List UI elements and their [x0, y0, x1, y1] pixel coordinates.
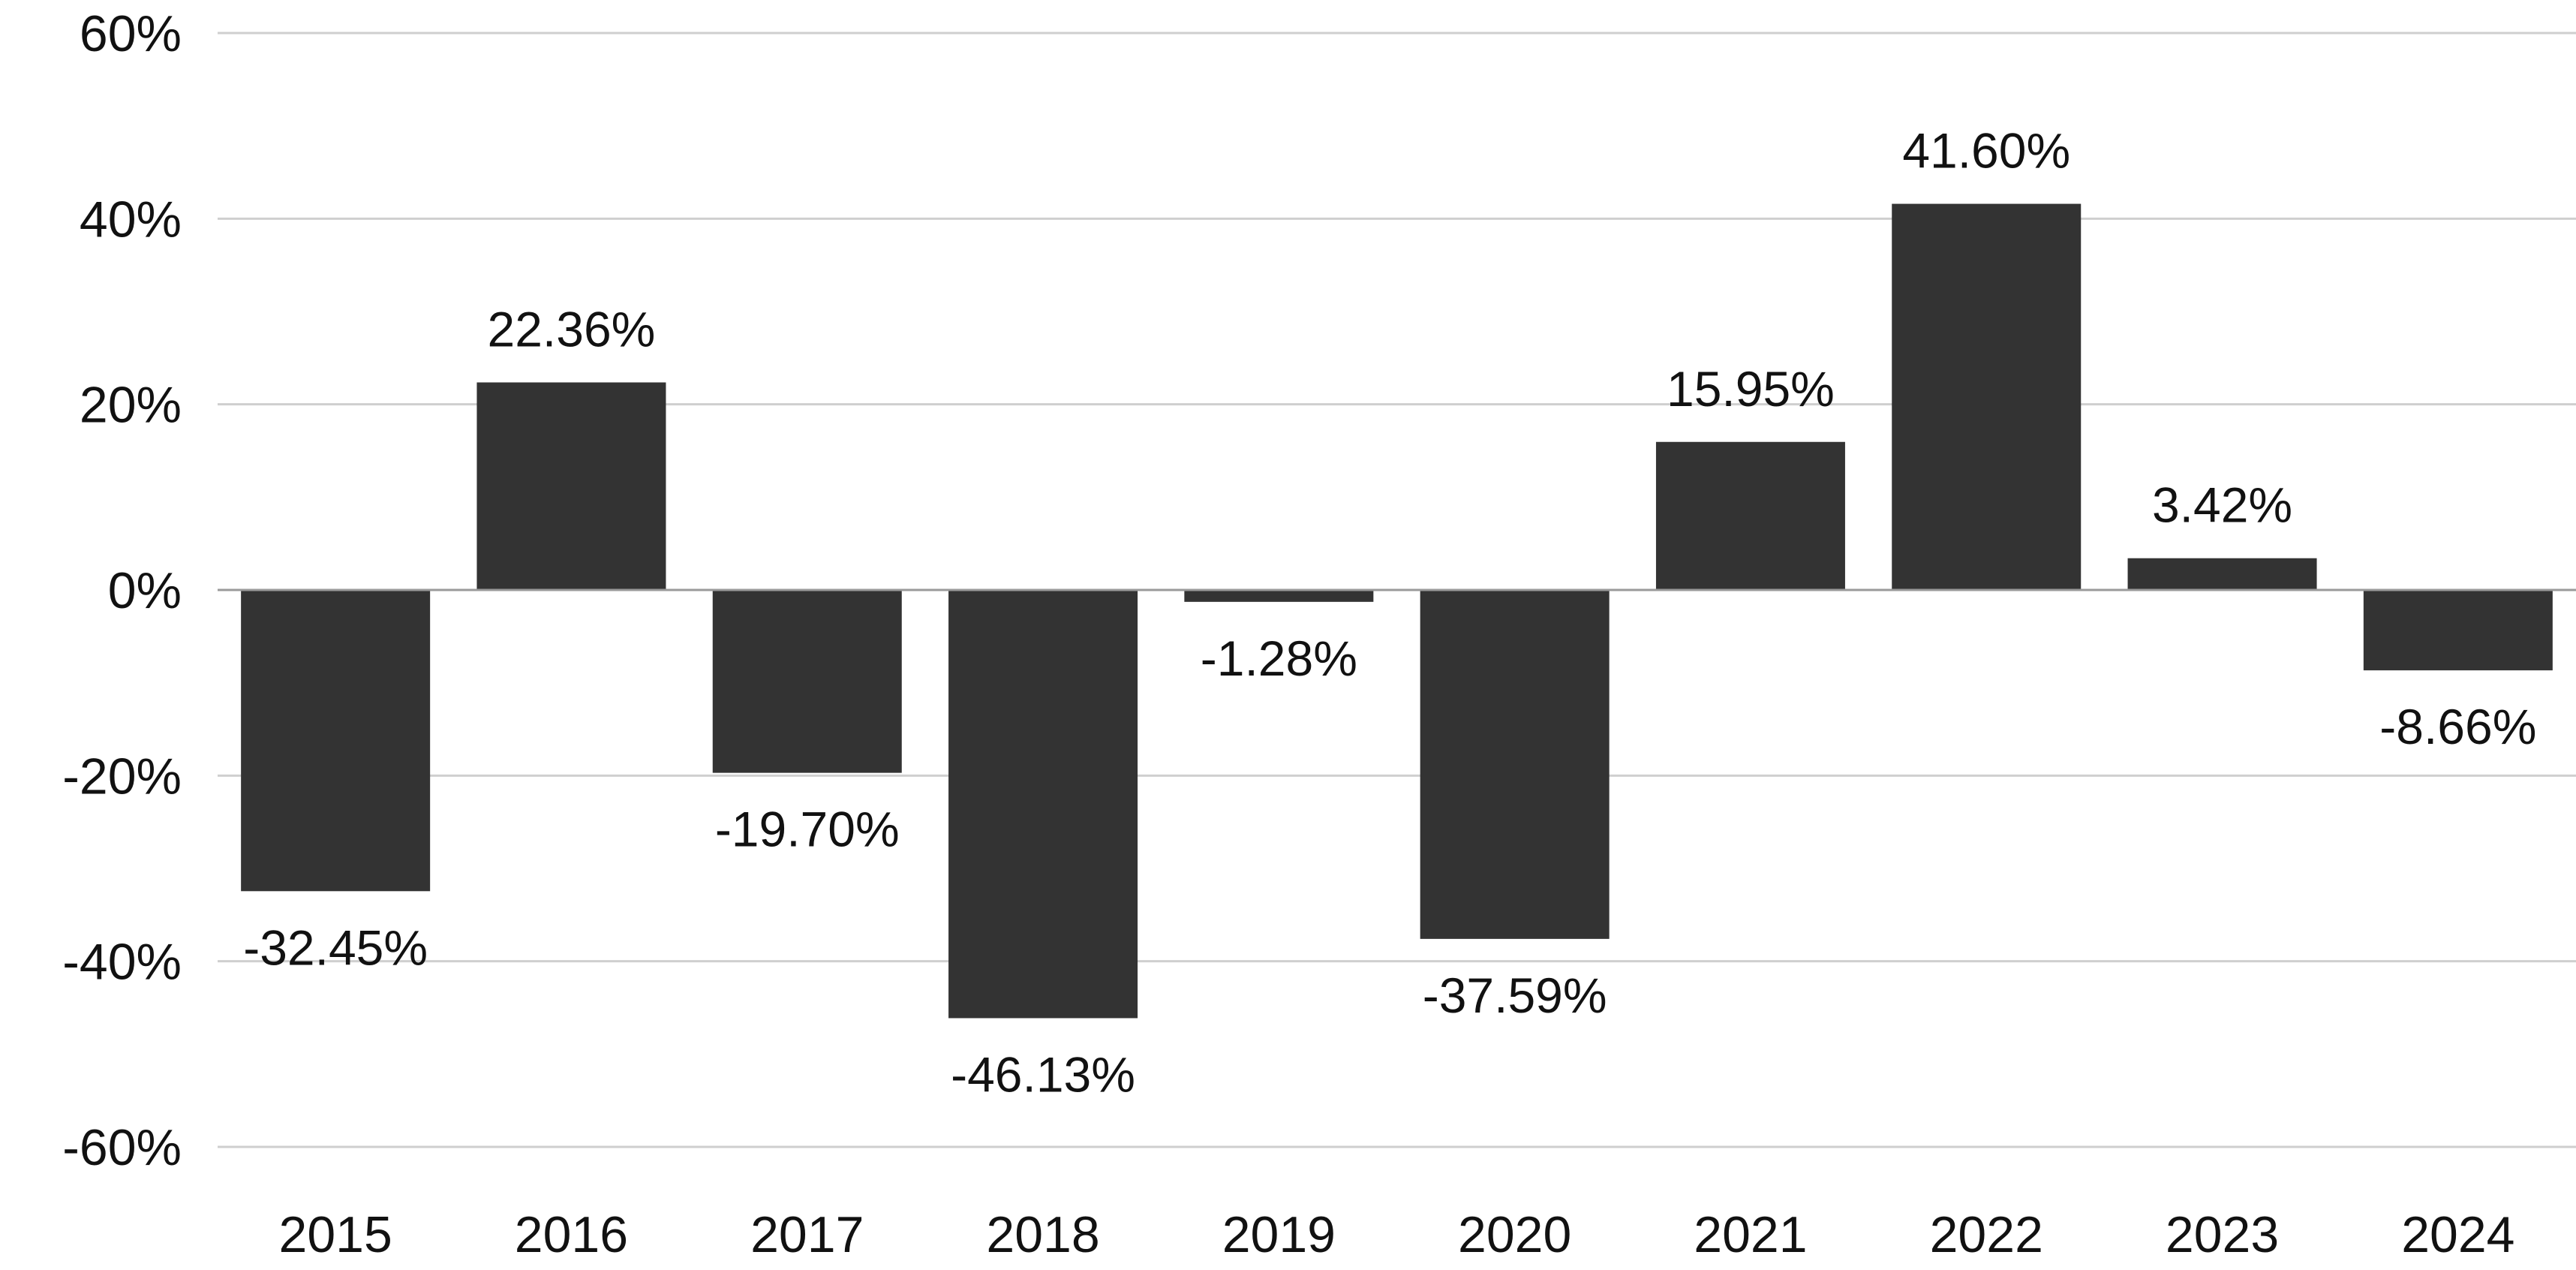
bars [241, 203, 2553, 1019]
x-tick-label: 2015 [279, 1206, 392, 1263]
y-tick-label: 40% [80, 191, 182, 248]
x-tick-label: 2020 [1458, 1206, 1571, 1263]
x-tick-label: 2021 [1694, 1206, 1807, 1263]
bar-2022 [1892, 203, 2082, 591]
bar-2021 [1655, 441, 1845, 590]
bar-2024 [2363, 590, 2553, 671]
data-label-2021: 15.95% [1667, 361, 1835, 417]
bar-2019 [1184, 590, 1374, 602]
x-tick-label: 2018 [986, 1206, 1099, 1263]
x-tick-label: 2017 [750, 1206, 864, 1263]
y-tick-label: -40% [62, 934, 182, 991]
x-axis-tick-labels: 2015 2016 2017 2018 2019 2020 2021 2022 2023 2024 [279, 1206, 2515, 1263]
x-tick-label: 2019 [1222, 1206, 1336, 1263]
bar-2023 [2127, 558, 2317, 590]
y-axis-tick-labels: 60% 40% 20% 0% -20% -40% -60% [62, 5, 182, 1176]
y-tick-label: 20% [80, 377, 182, 434]
data-label-2017: -19.70% [715, 802, 900, 857]
y-tick-label: 60% [80, 5, 182, 62]
data-label-2023: 3.42% [2152, 477, 2292, 533]
data-label-2016: 22.36% [488, 301, 656, 357]
bar-2016 [476, 382, 666, 590]
bar-2017 [712, 590, 902, 773]
y-tick-label: -60% [62, 1119, 182, 1176]
x-tick-label: 2022 [1930, 1206, 2043, 1263]
data-label-2024: -8.66% [2379, 699, 2536, 754]
x-tick-label: 2016 [515, 1206, 628, 1263]
data-label-2015: -32.45% [243, 919, 428, 975]
x-tick-label: 2024 [2401, 1206, 2514, 1263]
x-tick-label: 2023 [2166, 1206, 2279, 1263]
data-labels: -32.45% 22.36% -19.70% -46.13% -1.28% -37.59%… [243, 123, 2536, 1103]
y-tick-label: -20% [62, 748, 182, 805]
bar-2020 [1420, 590, 1610, 939]
y-tick-label: 0% [108, 562, 182, 619]
data-label-2019: -1.28% [1201, 630, 1357, 686]
data-label-2018: -46.13% [951, 1046, 1135, 1102]
data-label-2020: -37.59% [1423, 968, 1607, 1023]
data-label-2022: 41.60% [1902, 123, 2070, 179]
bar-2018 [948, 590, 1138, 1019]
bar-2015 [241, 590, 431, 892]
